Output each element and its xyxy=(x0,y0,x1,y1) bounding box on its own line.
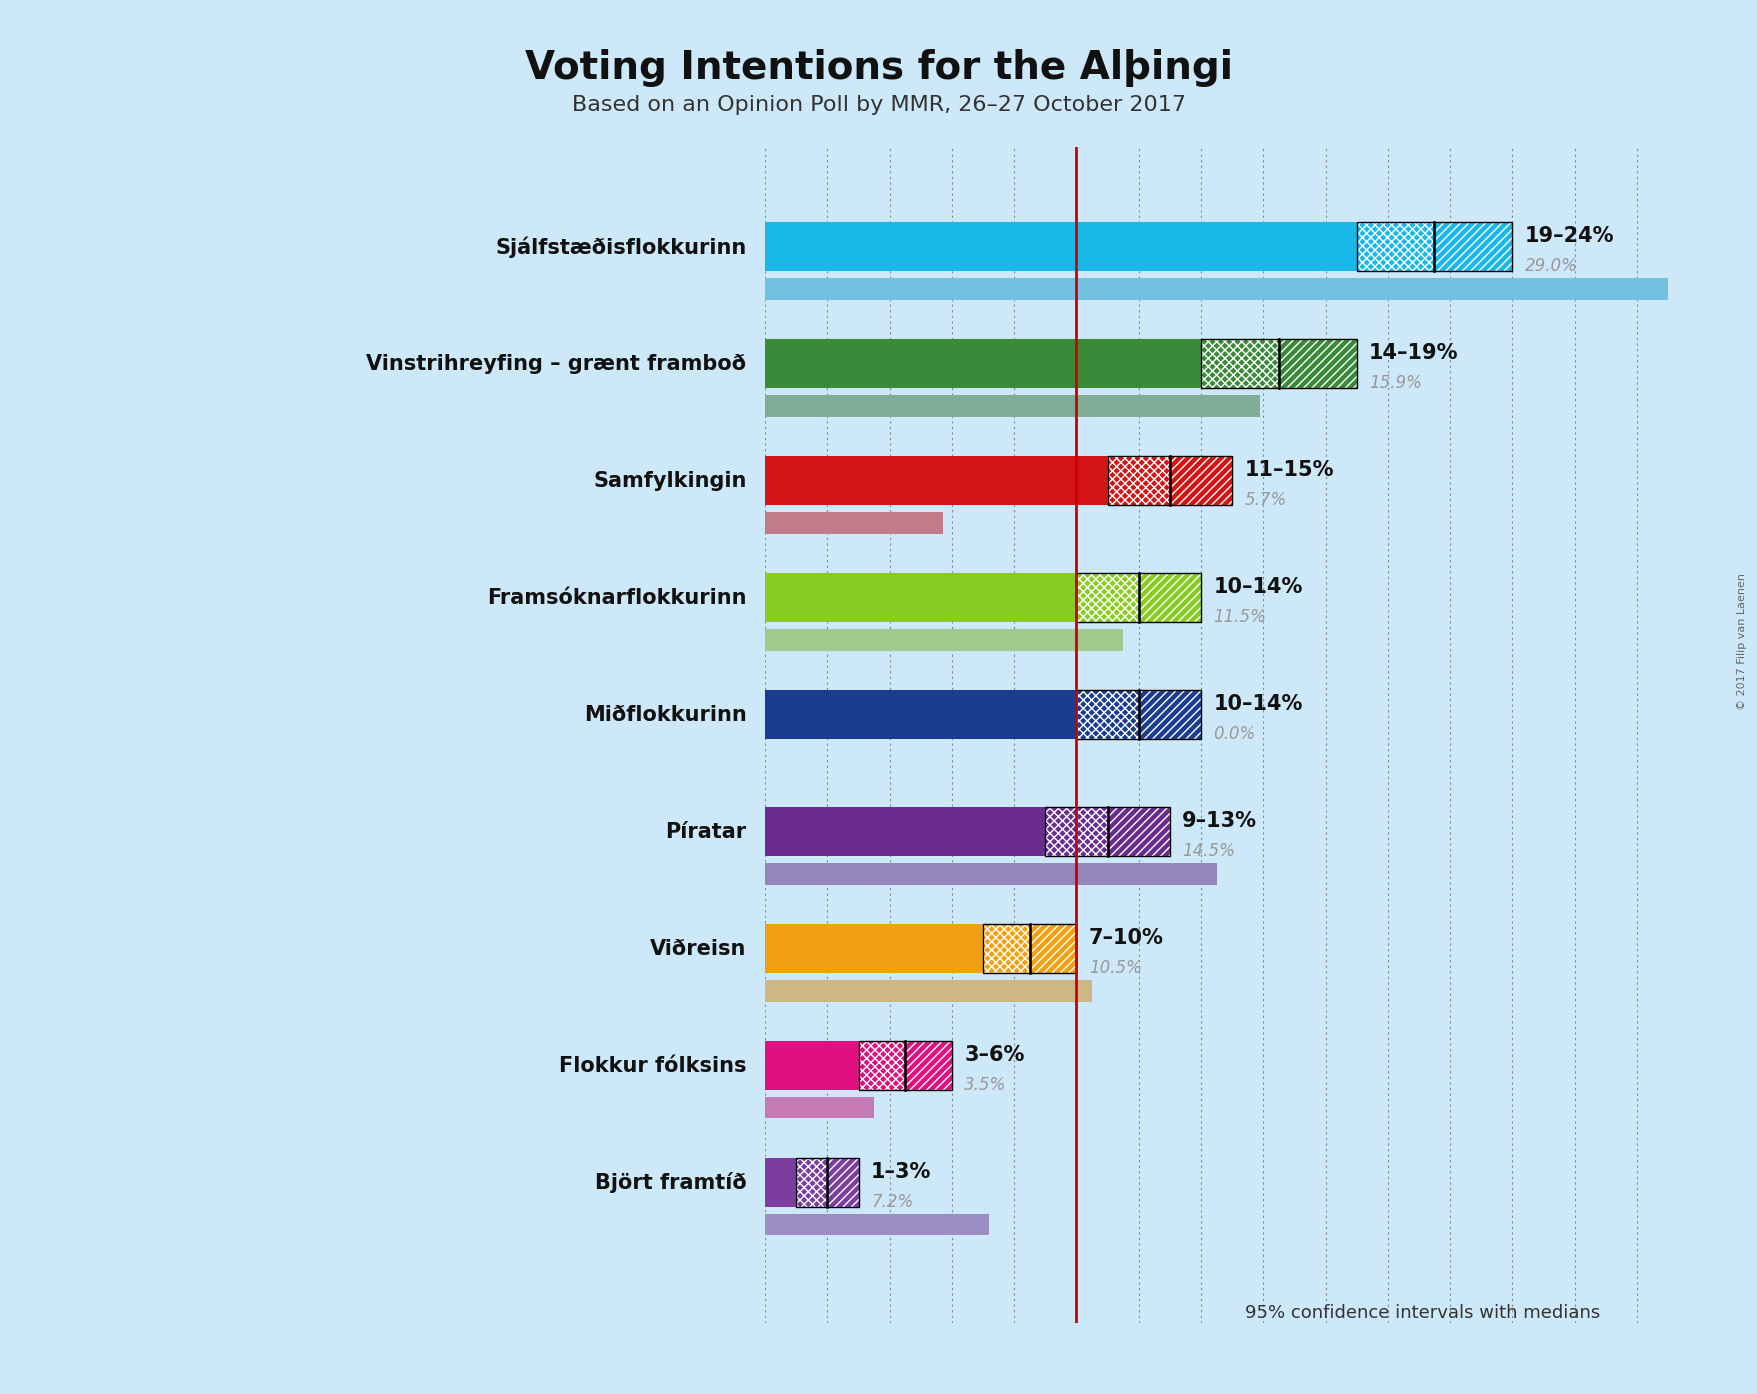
Text: © 2017 Filip van Laenen: © 2017 Filip van Laenen xyxy=(1736,573,1746,710)
Text: 0.0%: 0.0% xyxy=(1212,725,1254,743)
Text: Björt framtíð: Björt framtíð xyxy=(594,1172,747,1193)
Text: 10.5%: 10.5% xyxy=(1088,959,1140,977)
Text: 14.5%: 14.5% xyxy=(1182,842,1235,860)
Bar xyxy=(1200,339,1277,389)
Bar xyxy=(905,1041,952,1090)
Bar xyxy=(764,630,1123,651)
Text: Based on an Opinion Poll by MMR, 26–27 October 2017: Based on an Opinion Poll by MMR, 26–27 O… xyxy=(571,95,1186,114)
Text: 10–14%: 10–14% xyxy=(1212,577,1302,598)
Bar xyxy=(1045,807,1107,856)
Text: Miðflokkurinn: Miðflokkurinn xyxy=(583,705,747,725)
Text: 15.9%: 15.9% xyxy=(1369,374,1421,392)
Bar xyxy=(764,573,1200,623)
Bar xyxy=(764,279,1667,300)
Text: 7–10%: 7–10% xyxy=(1088,928,1163,948)
Bar xyxy=(764,690,1200,739)
Text: Voting Intentions for the Alþingi: Voting Intentions for the Alþingi xyxy=(525,49,1232,86)
Text: 3.5%: 3.5% xyxy=(965,1076,1007,1093)
Bar xyxy=(764,222,1511,272)
Bar xyxy=(857,1041,905,1090)
Bar xyxy=(764,513,942,534)
Text: 3–6%: 3–6% xyxy=(965,1046,1024,1065)
Text: 11.5%: 11.5% xyxy=(1212,608,1265,626)
Text: 1–3%: 1–3% xyxy=(870,1163,931,1182)
Bar xyxy=(764,980,1091,1001)
Text: 10–14%: 10–14% xyxy=(1212,694,1302,714)
Text: Framsóknarflokkurinn: Framsóknarflokkurinn xyxy=(487,588,747,608)
Bar xyxy=(1434,222,1511,272)
Bar xyxy=(1277,339,1356,389)
Bar xyxy=(1356,222,1434,272)
Text: 9–13%: 9–13% xyxy=(1182,811,1256,831)
Bar xyxy=(764,924,1075,973)
Text: Sjálfstæðisflokkurinn: Sjálfstæðisflokkurinn xyxy=(495,236,747,258)
Bar xyxy=(764,1097,873,1118)
Text: 29.0%: 29.0% xyxy=(1523,256,1576,275)
Bar xyxy=(764,807,1168,856)
Bar xyxy=(1139,690,1200,739)
Text: Píratar: Píratar xyxy=(664,822,747,842)
Bar xyxy=(1075,573,1139,623)
Text: 5.7%: 5.7% xyxy=(1244,491,1286,509)
Bar xyxy=(1107,807,1168,856)
Text: 14–19%: 14–19% xyxy=(1369,343,1458,364)
Bar xyxy=(764,1041,952,1090)
Bar xyxy=(1107,456,1168,506)
Text: 11–15%: 11–15% xyxy=(1244,460,1334,481)
Bar xyxy=(1030,924,1075,973)
Bar xyxy=(982,924,1030,973)
Bar xyxy=(1168,456,1232,506)
Bar xyxy=(764,456,1232,506)
Text: Viðreisn: Viðreisn xyxy=(650,938,747,959)
Text: Vinstrihreyfing – grænt framboð: Vinstrihreyfing – grænt framboð xyxy=(365,354,747,374)
Text: 95% confidence intervals with medians: 95% confidence intervals with medians xyxy=(1244,1303,1599,1322)
Bar xyxy=(796,1158,828,1207)
Bar xyxy=(1139,573,1200,623)
Text: Samfylkingin: Samfylkingin xyxy=(592,471,747,491)
Bar xyxy=(828,1158,857,1207)
Bar xyxy=(764,1158,857,1207)
Bar xyxy=(764,863,1216,885)
Text: 19–24%: 19–24% xyxy=(1523,226,1613,247)
Bar xyxy=(764,396,1260,417)
Bar xyxy=(764,339,1356,389)
Text: 7.2%: 7.2% xyxy=(870,1192,912,1210)
Text: Flokkur fólksins: Flokkur fólksins xyxy=(559,1055,747,1076)
Bar xyxy=(764,1214,989,1235)
Bar xyxy=(1075,690,1139,739)
